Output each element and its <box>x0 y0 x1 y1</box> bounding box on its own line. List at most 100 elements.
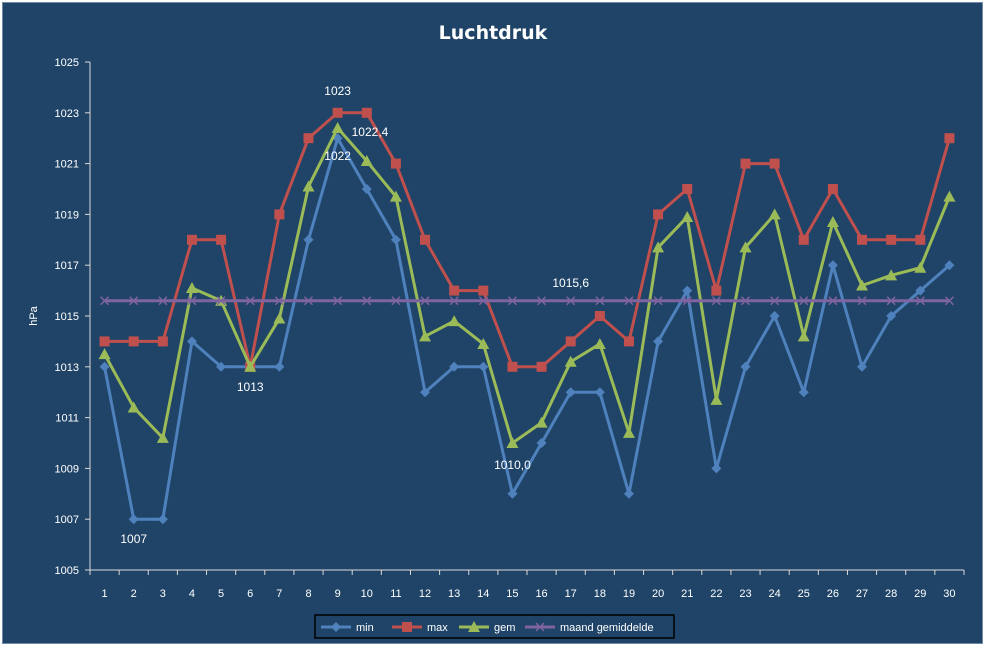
series-min <box>99 133 955 525</box>
data-point-max <box>449 285 460 296</box>
data-point-maand-gemiddelde <box>274 296 284 306</box>
x-tick-label: 20 <box>652 588 664 600</box>
y-tick-label: 1015 <box>55 311 79 323</box>
data-point-maand-gemiddelde <box>158 296 168 306</box>
data-point-gem <box>244 360 257 372</box>
legend-marker <box>535 622 545 632</box>
x-tick-label: 12 <box>419 588 431 600</box>
data-point-min <box>536 438 547 448</box>
data-point-max <box>798 234 809 245</box>
data-point-gem <box>506 437 519 448</box>
legend-marker <box>331 622 341 632</box>
data-point-max <box>857 234 868 245</box>
data-point-gem <box>360 155 373 167</box>
y-tick-label: 1023 <box>55 108 79 120</box>
data-point-min <box>594 387 605 398</box>
y-tick-label: 1019 <box>55 209 79 221</box>
data-point-maand-gemiddelde <box>100 296 110 306</box>
data-label: 1015,6 <box>552 276 589 290</box>
x-tick-label: 27 <box>856 588 868 600</box>
data-point-min <box>449 361 460 372</box>
x-tick-label: 8 <box>305 588 311 600</box>
data-point-gem <box>593 337 606 349</box>
data-label: 1022,4 <box>352 125 389 139</box>
data-point-max <box>536 361 547 372</box>
data-point-gem <box>389 190 402 202</box>
x-tick-label: 24 <box>769 588 781 600</box>
data-point-min <box>390 234 401 245</box>
legend-label: maand gemiddelde <box>560 622 654 634</box>
x-tick-label: 6 <box>247 588 253 600</box>
x-tick-label: 21 <box>681 588 693 600</box>
data-point-gem <box>156 431 169 443</box>
data-point-maand-gemiddelde <box>420 296 430 306</box>
data-point-min <box>682 285 693 296</box>
data-point-gem <box>914 261 927 273</box>
data-point-max <box>594 311 605 321</box>
data-point-gem <box>185 282 198 294</box>
x-tick-label: 19 <box>623 588 635 600</box>
data-point-min <box>915 285 926 296</box>
x-tick-label: 1 <box>102 588 108 600</box>
data-point-max <box>769 158 780 169</box>
data-point-gem <box>273 312 286 324</box>
data-point-max <box>390 158 401 169</box>
series-gem <box>98 122 956 448</box>
x-tick-label: 14 <box>477 588 489 600</box>
data-point-min <box>827 260 838 271</box>
x-tick-label: 2 <box>131 588 137 600</box>
data-point-max <box>623 336 634 347</box>
data-point-gem <box>710 393 723 405</box>
y-tick-label: 1007 <box>55 514 79 526</box>
y-axis-label: hPa <box>28 305 40 325</box>
data-point-maand-gemiddelde <box>303 296 314 306</box>
data-point-gem <box>302 180 315 192</box>
data-point-min <box>507 488 518 499</box>
data-point-max <box>186 234 197 245</box>
legend-marker <box>468 621 480 632</box>
x-tick-label: 25 <box>798 588 810 600</box>
data-label: 1022 <box>324 149 351 163</box>
data-point-min <box>944 260 955 271</box>
data-point-min <box>274 361 285 372</box>
x-tick-label: 28 <box>885 588 897 600</box>
data-point-maand-gemiddelde <box>886 296 896 306</box>
data-point-maand-gemiddelde <box>740 296 751 306</box>
series-line-max <box>104 111 951 369</box>
data-point-maand-gemiddelde <box>449 296 459 306</box>
data-point-max <box>274 209 285 220</box>
data-point-maand-gemiddelde <box>478 296 488 306</box>
data-point-gem <box>768 208 781 220</box>
legend-item-gem: gem <box>459 621 515 634</box>
pressure-chart: Luchtdruk hPa 10051007100910111013101510… <box>28 22 965 639</box>
data-point-min <box>157 514 168 525</box>
data-point-gem <box>943 190 956 202</box>
data-point-gem <box>127 401 140 413</box>
data-point-maand-gemiddelde <box>566 296 576 306</box>
x-tick-label: 23 <box>739 588 751 600</box>
x-tick-label: 10 <box>361 588 373 600</box>
data-point-gem <box>797 330 810 342</box>
x-tick-label: 3 <box>160 588 166 600</box>
data-point-maand-gemiddelde <box>595 296 605 306</box>
data-point-maand-gemiddelde <box>391 296 401 306</box>
data-point-min <box>361 184 372 194</box>
y-tick-label: 1009 <box>55 463 79 475</box>
data-point-max <box>944 133 955 144</box>
y-tick-label: 1021 <box>55 159 79 171</box>
data-point-max <box>507 361 518 372</box>
data-point-min <box>420 387 431 398</box>
x-tick-label: 13 <box>448 588 460 600</box>
data-point-max <box>740 158 751 169</box>
series-maand-gemiddelde <box>100 296 954 306</box>
series-line-gem <box>103 126 951 445</box>
data-point-max <box>886 234 897 245</box>
data-point-min <box>128 514 139 525</box>
data-point-min <box>711 463 722 474</box>
data-point-max <box>653 209 664 220</box>
data-point-maand-gemiddelde <box>944 296 954 306</box>
chart-title: Luchtdruk <box>439 22 548 44</box>
data-point-min <box>740 361 751 372</box>
data-point-maand-gemiddelde <box>682 296 692 306</box>
